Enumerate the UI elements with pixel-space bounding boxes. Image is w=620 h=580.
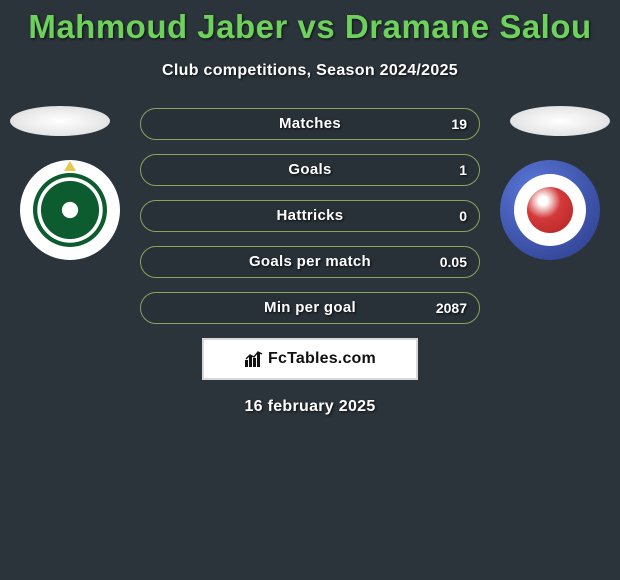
stat-label: Goals per match: [141, 247, 479, 277]
stat-row: Min per goal 2087: [140, 292, 480, 324]
stat-value: 19: [451, 109, 467, 139]
stat-row: Hattricks 0: [140, 200, 480, 232]
date-label: 16 february 2025: [0, 398, 620, 416]
bar-chart-icon: [244, 350, 264, 368]
stat-value: 1: [459, 155, 467, 185]
stat-label: Matches: [141, 109, 479, 139]
stat-row: Goals per match 0.05: [140, 246, 480, 278]
comparison-panel: Matches 19 Goals 1 Hattricks 0 Goals per…: [0, 108, 620, 416]
stat-label: Min per goal: [141, 293, 479, 323]
brand-badge: FcTables.com: [202, 338, 418, 380]
brand-text: FcTables.com: [268, 350, 376, 368]
stat-value: 0.05: [440, 247, 467, 277]
subtitle: Club competitions, Season 2024/2025: [0, 62, 620, 80]
stat-row: Goals 1: [140, 154, 480, 186]
club-logo-left: [20, 160, 120, 260]
stats-column: Matches 19 Goals 1 Hattricks 0 Goals per…: [140, 108, 480, 324]
stat-value: 2087: [436, 293, 467, 323]
stat-row: Matches 19: [140, 108, 480, 140]
player-right-silhouette: [510, 106, 610, 136]
page-title: Mahmoud Jaber vs Dramane Salou: [0, 0, 620, 46]
stat-label: Goals: [141, 155, 479, 185]
club-crest-left-icon: [33, 173, 107, 247]
club-logo-right: [500, 160, 600, 260]
stat-label: Hattricks: [141, 201, 479, 231]
player-left-silhouette: [10, 106, 110, 136]
stat-value: 0: [459, 201, 467, 231]
club-crest-right-icon: [514, 174, 586, 246]
